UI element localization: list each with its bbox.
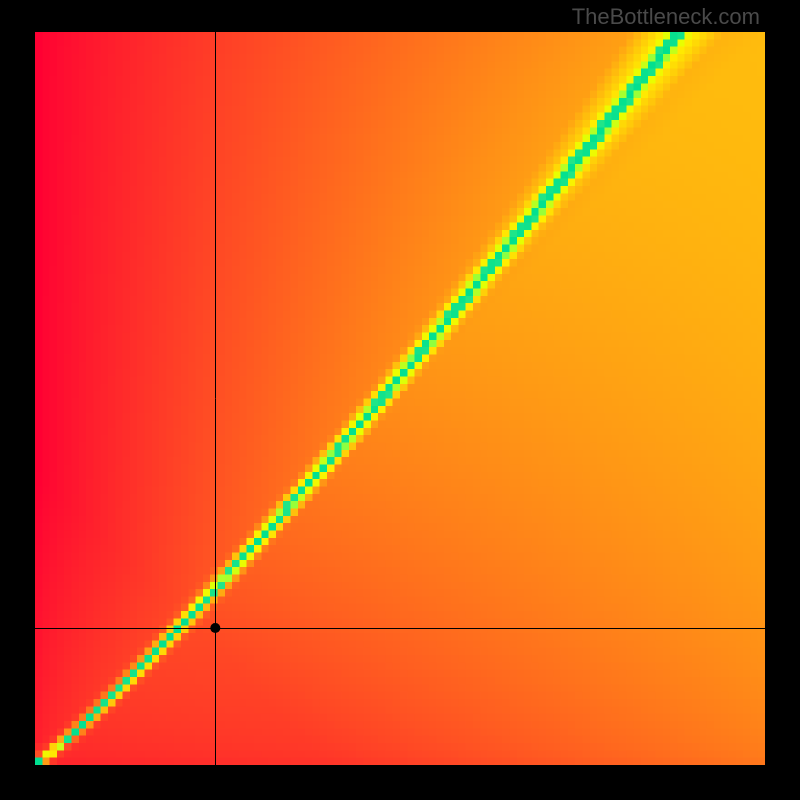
crosshair-overlay [35,32,765,765]
chart-frame: TheBottleneck.com [0,0,800,800]
watermark-text: TheBottleneck.com [572,4,760,30]
